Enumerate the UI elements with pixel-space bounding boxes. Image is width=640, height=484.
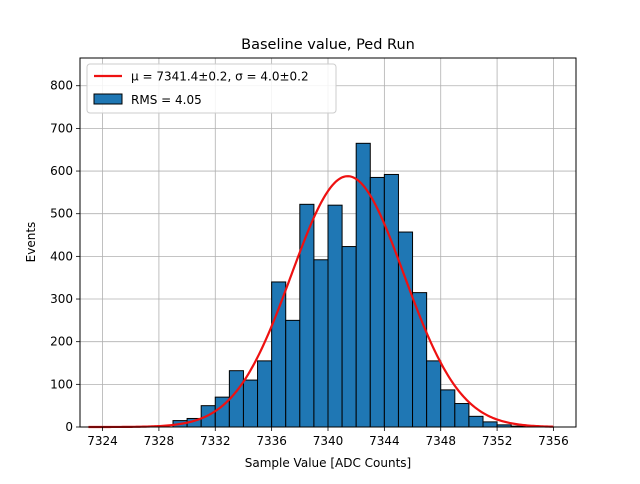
histogram-bar-22 bbox=[482, 421, 498, 428]
x-tick-label-1: 7328 bbox=[144, 434, 175, 448]
histogram-bar-12 bbox=[341, 246, 357, 428]
y-tick-label-5: 500 bbox=[50, 207, 73, 221]
chart-title: Baseline value, Ped Run bbox=[241, 37, 415, 53]
histogram-bar-14 bbox=[369, 176, 385, 428]
histogram-bar-15 bbox=[383, 173, 399, 428]
legend-fit-label: μ = 7341.4±0.2, σ = 4.0±0.2 bbox=[131, 70, 309, 84]
legend-histogram-swatch bbox=[93, 93, 123, 105]
y-tick-label-7: 700 bbox=[50, 121, 73, 135]
x-tick-label-2: 7332 bbox=[200, 434, 231, 448]
x-tick-label-6: 7348 bbox=[425, 434, 456, 448]
histogram-bar-9 bbox=[299, 203, 315, 428]
histogram-bar-21 bbox=[468, 415, 484, 428]
x-tick-label-8: 7356 bbox=[538, 434, 569, 448]
y-tick-label-2: 200 bbox=[50, 335, 73, 349]
histogram-bar-10 bbox=[313, 259, 329, 428]
x-tick-label-5: 7344 bbox=[369, 434, 400, 448]
x-tick-label-3: 7336 bbox=[256, 434, 287, 448]
y-tick-label-6: 600 bbox=[50, 164, 73, 178]
y-axis-label: Events bbox=[24, 222, 38, 263]
histogram-bar-5 bbox=[242, 379, 259, 428]
x-tick-label-0: 7324 bbox=[87, 434, 118, 448]
y-tick-label-4: 400 bbox=[50, 249, 73, 263]
y-tick-label-0: 0 bbox=[65, 420, 73, 434]
x-axis-ticks: 7324 7328 7332 7336 7340 7344 7348 7352 7356 bbox=[87, 427, 569, 448]
x-axis-label: Sample Value [ADC Counts] bbox=[245, 456, 411, 470]
y-tick-label-3: 300 bbox=[50, 292, 73, 306]
y-axis-ticks: 0 100 200 300 400 500 600 700 800 bbox=[50, 79, 80, 434]
legend-histogram-label: RMS = 4.05 bbox=[131, 93, 202, 107]
histogram-bar-11 bbox=[327, 204, 343, 428]
histogram-bar-7 bbox=[271, 281, 287, 428]
y-tick-label-1: 100 bbox=[50, 377, 73, 391]
gaussian-fit-curve bbox=[88, 175, 554, 429]
histogram-bar-6 bbox=[257, 360, 273, 428]
histogram-bar-19 bbox=[440, 389, 456, 428]
histogram-bar-16 bbox=[397, 231, 414, 428]
histogram-bar-18 bbox=[426, 360, 442, 428]
histogram-bar-8 bbox=[285, 319, 301, 428]
legend: μ = 7341.4±0.2, σ = 4.0±0.2 RMS = 4.05 bbox=[86, 63, 337, 114]
y-tick-label-8: 800 bbox=[50, 79, 73, 93]
legend-box bbox=[86, 63, 337, 114]
x-tick-label-4: 7340 bbox=[313, 434, 344, 448]
x-tick-label-7: 7352 bbox=[482, 434, 513, 448]
histogram-bar-20 bbox=[454, 403, 470, 428]
histogram-bar-4 bbox=[228, 370, 244, 428]
